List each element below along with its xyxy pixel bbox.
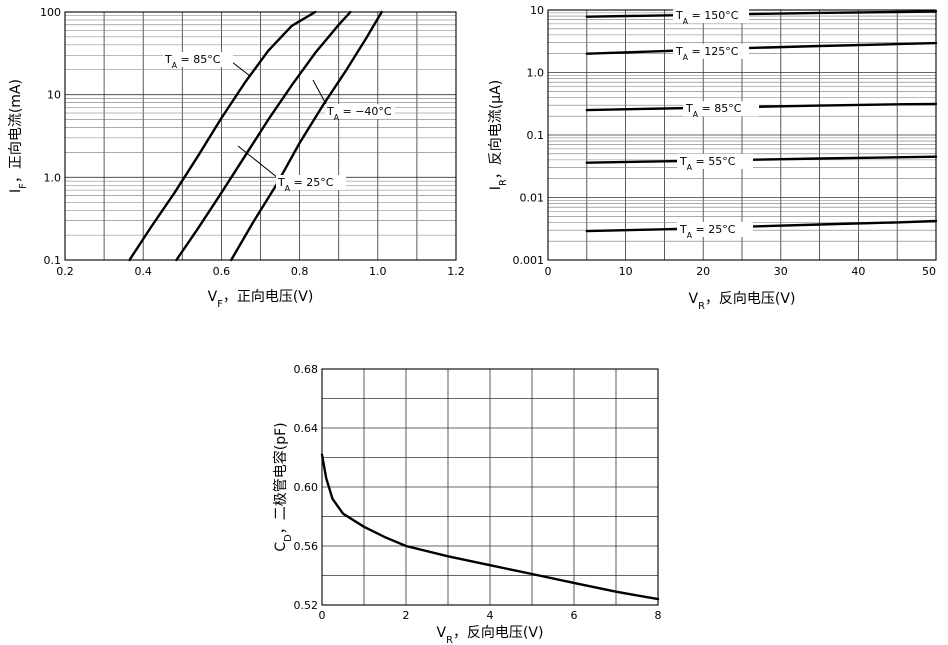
label-background bbox=[276, 175, 346, 190]
series-label: TA = 85°C bbox=[685, 102, 742, 119]
x-tick-label: 0.2 bbox=[56, 265, 74, 278]
x-tick-label: 0.4 bbox=[134, 265, 152, 278]
leader-line bbox=[312, 79, 328, 107]
label-background bbox=[677, 221, 753, 237]
series-line bbox=[128, 10, 317, 262]
x-tick-label: 0.6 bbox=[213, 265, 231, 278]
series-line bbox=[585, 10, 938, 18]
label-background bbox=[673, 43, 749, 59]
x-tick-label: 0.8 bbox=[291, 265, 309, 278]
y-tick-label: 10 bbox=[530, 4, 544, 17]
y-tick-label: 1.0 bbox=[527, 67, 545, 80]
x-tick-label: 2 bbox=[403, 609, 410, 622]
label-background bbox=[677, 153, 753, 169]
y-tick-label: 0.68 bbox=[294, 363, 319, 376]
x-tick-label: 6 bbox=[571, 609, 578, 622]
series-label: TA = −40°C bbox=[326, 105, 392, 122]
series-label: TA = 150°C bbox=[675, 9, 739, 26]
x-tick-label: 10 bbox=[619, 265, 633, 278]
y-tick-label: 0.1 bbox=[527, 129, 545, 142]
x-tick-label: 4 bbox=[487, 609, 494, 622]
x-tick-label: 8 bbox=[655, 609, 662, 622]
y-axis-title: CD，二极管电容(pF) bbox=[272, 422, 294, 551]
label-background bbox=[673, 8, 749, 24]
x-tick-label: 1.0 bbox=[369, 265, 387, 278]
x-axis-title: VF，正向电压(V) bbox=[208, 289, 314, 310]
label-background bbox=[163, 52, 233, 67]
series-label: TA = 85°C bbox=[164, 53, 221, 70]
reverse-current-chart: 0 10 20 30 40 50 0.001 0.01 0.1 1.0 10 TA = 150°C TA… bbox=[488, 4, 938, 312]
y-tick-label: 0.1 bbox=[44, 254, 62, 267]
x-tick-label: 20 bbox=[696, 265, 710, 278]
series-label: TA = 125°C bbox=[675, 45, 739, 62]
x-tick-label: 1.2 bbox=[447, 265, 465, 278]
series-line bbox=[585, 219, 938, 233]
y-tick-label: 100 bbox=[40, 6, 61, 19]
x-tick-label: 50 bbox=[922, 265, 936, 278]
forward-current-chart: 0.2 0.4 0.6 0.8 1.0 1.2 0.1 1.0 10 100 TA = 85°C TA… bbox=[8, 6, 465, 310]
label-background bbox=[325, 104, 395, 119]
series-line bbox=[585, 41, 938, 55]
series-line bbox=[585, 102, 938, 112]
capacitance-chart: 0 2 4 6 8 0.52 0.56 0.60 0.64 0.68 VR，反向电压(V) CD，二极… bbox=[272, 363, 662, 645]
series-label: TA = 25°C bbox=[277, 176, 334, 193]
series-line bbox=[230, 10, 383, 262]
leader-line bbox=[231, 61, 251, 77]
x-tick-label: 30 bbox=[774, 265, 788, 278]
x-axis-title: VR，反向电压(V) bbox=[437, 625, 544, 645]
x-tick-label: 40 bbox=[851, 265, 865, 278]
x-tick-label: 0 bbox=[319, 609, 326, 622]
y-tick-label: 0.56 bbox=[294, 540, 319, 553]
series-label: TA = 55°C bbox=[679, 155, 736, 172]
y-tick-label: 0.01 bbox=[520, 192, 545, 205]
series-line bbox=[320, 453, 660, 601]
plot-frame bbox=[321, 368, 659, 606]
y-tick-label: 1.0 bbox=[44, 171, 62, 184]
x-axis-title: VR，反向电压(V) bbox=[689, 291, 796, 312]
series-line bbox=[585, 155, 938, 164]
leader-line bbox=[237, 145, 279, 179]
y-axis-title: IR，反向电流(μA) bbox=[488, 80, 509, 190]
y-axis-title: IF，正向电流(mA) bbox=[8, 79, 29, 193]
series-label: TA = 25°C bbox=[679, 223, 736, 240]
y-tick-label: 10 bbox=[47, 89, 61, 102]
y-tick-label: 0.64 bbox=[294, 422, 319, 435]
series-line bbox=[175, 10, 352, 262]
y-tick-label: 0.001 bbox=[513, 254, 545, 267]
x-tick-label: 0 bbox=[545, 265, 552, 278]
label-background bbox=[683, 101, 759, 117]
y-tick-label: 0.52 bbox=[294, 599, 319, 612]
plot-frame bbox=[64, 11, 457, 261]
y-tick-label: 0.60 bbox=[294, 481, 319, 494]
